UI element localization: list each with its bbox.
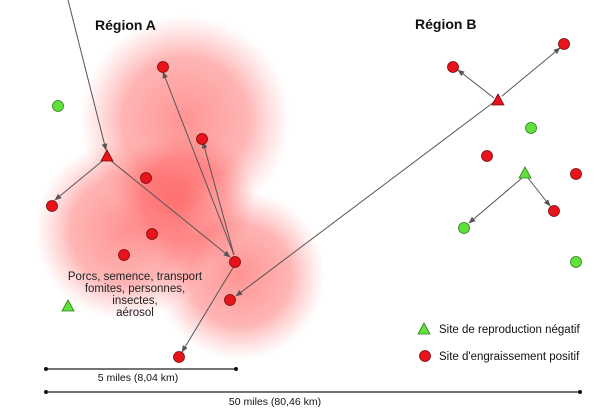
negative-site-circle	[570, 256, 582, 268]
arrow-hub-to-bottom	[181, 265, 235, 353]
positive-site-circle	[146, 228, 158, 240]
arrow-a-to-left	[54, 157, 107, 201]
positive-site-circle	[447, 61, 459, 73]
positive-site-circle	[118, 249, 130, 261]
arrow-incoming	[67, 0, 108, 151]
legend-positive-label: Site d'engraissement positif	[439, 351, 580, 363]
transmission-note-line: fomites, personnes,	[85, 283, 185, 295]
positive-site-circle	[481, 150, 493, 162]
scale-bar-long-end	[578, 390, 582, 394]
scale-bars: 5 miles (8,04 km) 50 miles (80,46 km)	[44, 367, 582, 408]
legend-negative-label: Site de reproduction négatif	[439, 324, 580, 336]
negative-sites	[52, 100, 582, 268]
positive-site-circle	[140, 172, 152, 184]
arrow-b-to-right	[501, 47, 561, 97]
legend: Site de reproduction négatif Site d'engr…	[417, 322, 580, 363]
positive-site-circle	[196, 133, 208, 145]
negative-breeding-triangle	[61, 299, 75, 312]
positive-site-circle	[570, 168, 582, 180]
transmission-note-line: aérosol	[116, 307, 154, 319]
arrow-hub-to-top	[162, 71, 235, 256]
arrow-b-to-left	[457, 69, 495, 99]
positive-site-circle	[46, 200, 58, 212]
arrow-g-to-left	[468, 177, 523, 224]
positive-site-circle	[224, 294, 236, 306]
transmission-note-line: Porcs, semence, transport	[68, 271, 203, 283]
positive-site-circle	[173, 351, 185, 363]
legend-negative-triangle-icon	[417, 322, 431, 335]
positive-source-triangle	[100, 149, 114, 162]
negative-site-circle	[458, 222, 470, 234]
transmission-arrows	[54, 0, 561, 353]
arrow-a-to-hub	[109, 159, 231, 258]
region-b-title: Région B	[415, 16, 476, 32]
scale-bar-short-end	[44, 367, 48, 371]
scale-bar-short-end	[234, 367, 238, 371]
region-a-title: Région A	[95, 17, 156, 33]
negative-site-circle	[525, 122, 537, 134]
positive-sites	[46, 38, 582, 363]
scale-bar-long-end	[44, 390, 48, 394]
negative-site-circle	[52, 100, 64, 112]
triangle-sites	[61, 93, 532, 312]
scale-bar-long-label: 50 miles (80,46 km)	[229, 396, 321, 408]
arrow-g-to-right	[527, 177, 551, 207]
positive-source-triangle	[491, 93, 505, 106]
arrow-hub-to-mid	[201, 141, 235, 256]
scale-bar-short-label: 5 miles (8,04 km)	[98, 372, 179, 384]
transmission-note: Porcs, semence, transport fomites, perso…	[68, 271, 203, 319]
risk-zone-bottom	[155, 190, 325, 360]
positive-site-circle	[558, 38, 570, 50]
risk-zones	[35, 15, 325, 360]
positive-site-circle	[548, 205, 560, 217]
legend-positive-circle-icon	[419, 350, 431, 362]
transmission-note-line: insectes,	[112, 295, 157, 307]
positive-site-circle	[229, 256, 241, 268]
negative-breeding-triangle	[518, 166, 532, 179]
arrow-b-to-hub	[235, 101, 495, 297]
positive-site-circle	[157, 61, 169, 73]
